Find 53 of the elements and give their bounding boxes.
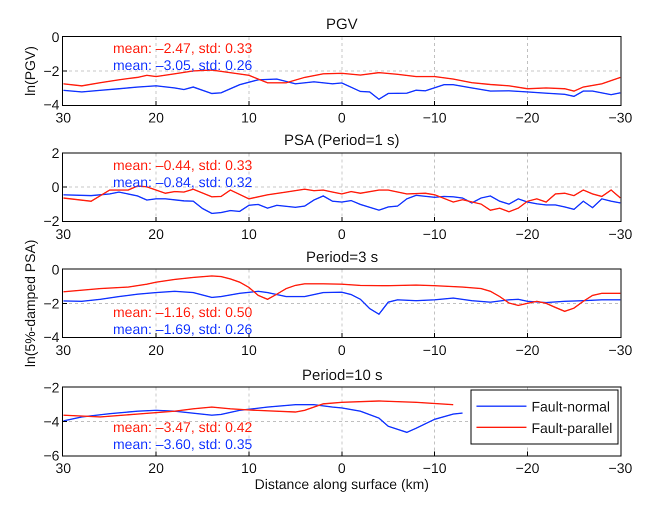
legend-label: Fault-parallel [531,420,612,436]
x-axis-title: Distance along surface (km) [254,476,429,492]
line-series [63,191,620,214]
x-tick-label: −30 [608,110,632,126]
x-tick-label: 20 [148,110,164,126]
line-series [63,78,620,100]
y-tick-label: −4 [43,413,60,430]
y-tick-label: 0 [52,261,60,278]
x-tick-label: 10 [241,226,257,242]
x-tick-label: 0 [338,460,346,476]
x-tick-label: −30 [608,226,632,242]
annotation: mean: –0.44, std: 0.33 [113,157,253,173]
y-tick-label: 0 [52,179,60,196]
x-tick-label: −30 [608,460,632,476]
y-tick-label: 2 [52,145,60,162]
x-tick-label: −20 [516,110,540,126]
line-series [63,404,464,434]
y-axis-title: ln(PGV) [22,46,38,96]
line-series [63,400,454,418]
chart-title: Period=3 s [306,249,378,266]
x-tick-label: 20 [148,342,164,358]
chart-title: PGV [326,16,358,33]
annotation: mean: –3.05, std: 0.26 [113,57,253,73]
y-tick-label: −2 [43,62,60,79]
x-tick-label: −20 [516,342,540,358]
x-tick-label: −10 [422,460,447,476]
chart-title: Period=10 s [302,367,382,384]
legend-label: Fault-normal [531,398,610,415]
x-tick-label: −30 [608,342,632,358]
x-tick-label: 0 [338,342,346,358]
x-tick-label: −20 [516,226,540,242]
x-tick-label: 10 [241,110,257,126]
x-tick-label: 20 [148,460,164,476]
annotation: mean: –1.16, std: 0.50 [113,304,253,320]
y-tick-label: −2 [43,380,60,396]
x-tick-label: 0 [338,226,346,242]
annotation: mean: –2.47, std: 0.33 [113,40,253,56]
y-tick-label: 0 [52,28,60,45]
annotation: mean: –0.84, std: 0.32 [113,174,253,190]
x-tick-label: −10 [422,110,447,126]
annotation: mean: –3.60, std: 0.35 [113,436,253,452]
annotation: mean: –3.47, std: 0.42 [113,419,253,435]
y-tick-label: −2 [43,295,60,312]
x-tick-label: 20 [148,226,164,242]
x-tick-label: 10 [241,460,257,476]
chart-title: PSA (Period=1 s) [284,132,400,149]
annotation: mean: –1.69, std: 0.26 [113,321,253,337]
x-tick-label: −10 [422,226,447,242]
x-tick-label: −10 [422,342,447,358]
y-axis-title: ln(5%-damped PSA) [22,240,38,368]
x-tick-label: 0 [338,110,346,126]
x-tick-label: −20 [516,460,540,476]
x-tick-label: 10 [241,342,257,358]
